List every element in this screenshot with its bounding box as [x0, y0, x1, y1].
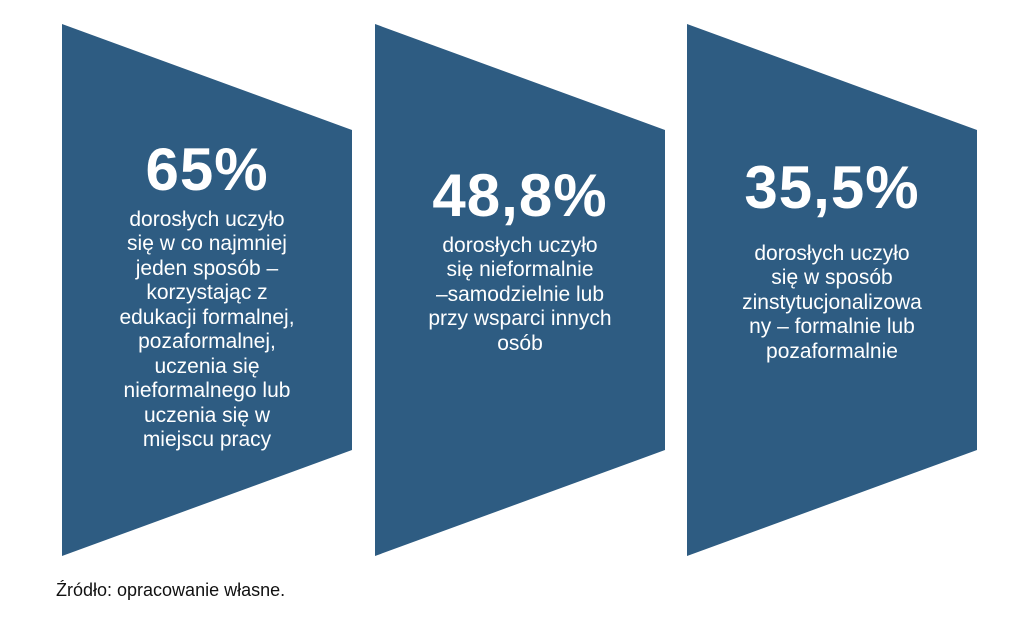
description-line: edukacji formalnej, [119, 305, 295, 329]
description: dorosłych uczyło się nieformalnie –samod… [400, 234, 640, 357]
arrow-shape-bg [375, 24, 665, 556]
description-line: jeden sposób – [135, 256, 279, 280]
description-line: zinstytucjonalizowa [742, 290, 922, 314]
arrow-shape-2: 48,8% dorosłych uczyło się nieformalnie … [375, 24, 665, 556]
source-caption: Źródło: opracowanie własne. [56, 580, 286, 600]
description-line: osób [497, 331, 543, 355]
description-line: pozaformalnie [766, 339, 898, 363]
description-line: uczenia się [154, 354, 260, 378]
description-line: nieformalnego lub [123, 379, 291, 402]
description: dorosłych uczyło się w co najmniej jeden… [92, 208, 322, 453]
arrow-shape-3: 35,5% dorosłych uczyło się w sposób zins… [687, 24, 977, 556]
percent-value: 48,8% [432, 161, 608, 229]
description-line: przy wsparci innych [428, 307, 612, 331]
description-line: pozaformalnej, [138, 330, 276, 353]
description-line: korzystając z [146, 281, 268, 304]
percent-value: 65% [145, 135, 269, 203]
description-line: –samodzielnie lub [435, 282, 605, 306]
description-line: uczenia się w [143, 403, 271, 427]
arrow-shape-bg [62, 24, 352, 556]
description: dorosłych uczyło się w sposób zinstytucj… [712, 242, 952, 365]
description-line: dorosłych uczyło [129, 207, 285, 231]
description-line: ny – formalnie lub [749, 315, 915, 339]
description-line: się w co najmniej [127, 232, 287, 255]
description-line: się w sposób [771, 266, 893, 290]
description-line: dorosłych uczyło [754, 241, 910, 265]
description-line: dorosłych uczyło [442, 233, 598, 257]
description-line: miejscu pracy [142, 428, 272, 451]
arrow-shape-bg [687, 24, 977, 556]
arrow-shape-1: 65% dorosłych uczyło się w co najmniej j… [62, 24, 352, 556]
percent-value: 35,5% [744, 153, 920, 221]
description-line: się nieformalnie [446, 258, 594, 282]
